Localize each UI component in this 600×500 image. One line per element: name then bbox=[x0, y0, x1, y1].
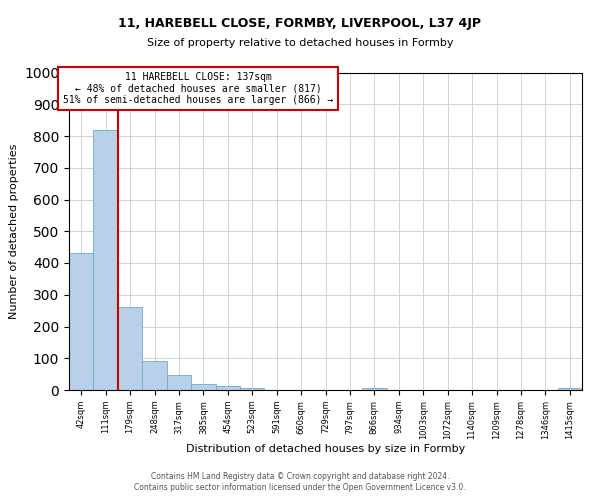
Bar bbox=[215, 386, 240, 390]
Bar bbox=[167, 375, 191, 390]
Text: Contains public sector information licensed under the Open Government Licence v3: Contains public sector information licen… bbox=[134, 484, 466, 492]
Text: 11, HAREBELL CLOSE, FORMBY, LIVERPOOL, L37 4JP: 11, HAREBELL CLOSE, FORMBY, LIVERPOOL, L… bbox=[119, 18, 482, 30]
Bar bbox=[557, 388, 582, 390]
Bar bbox=[362, 388, 386, 390]
Bar bbox=[191, 384, 215, 390]
Bar bbox=[118, 307, 142, 390]
Y-axis label: Number of detached properties: Number of detached properties bbox=[8, 144, 19, 319]
Text: Contains HM Land Registry data © Crown copyright and database right 2024.: Contains HM Land Registry data © Crown c… bbox=[151, 472, 449, 481]
X-axis label: Distribution of detached houses by size in Formby: Distribution of detached houses by size … bbox=[186, 444, 465, 454]
Bar bbox=[240, 388, 265, 390]
Text: 11 HAREBELL CLOSE: 137sqm
← 48% of detached houses are smaller (817)
51% of semi: 11 HAREBELL CLOSE: 137sqm ← 48% of detac… bbox=[64, 72, 334, 105]
Text: Size of property relative to detached houses in Formby: Size of property relative to detached ho… bbox=[147, 38, 453, 48]
Bar bbox=[94, 130, 118, 390]
Bar bbox=[142, 362, 167, 390]
Bar bbox=[69, 254, 94, 390]
